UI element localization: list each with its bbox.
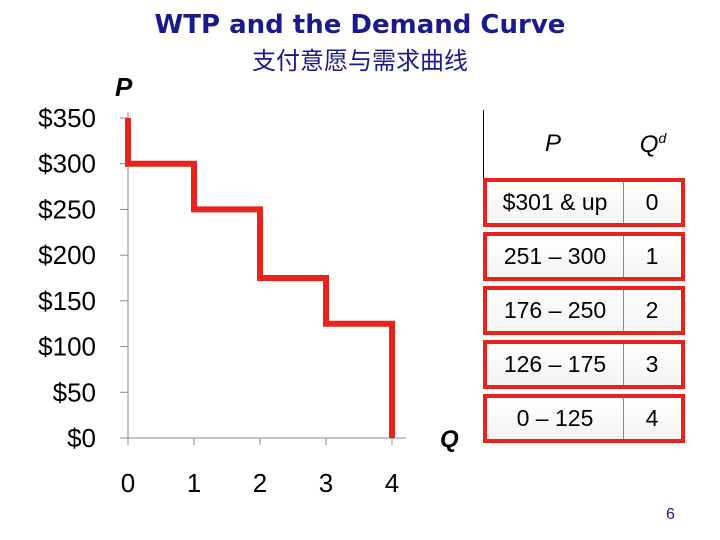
table-row: 126 – 175 3 — [483, 340, 685, 389]
row-price: 0 – 125 — [516, 405, 594, 431]
y-tick-label: $50 — [53, 377, 96, 407]
y-axis-label: P — [115, 72, 133, 102]
y-tick-label: $300 — [38, 149, 96, 179]
x-ticks: 0 1 2 3 4 — [121, 438, 399, 498]
chart-title: WTP and the Demand Curve — [154, 10, 566, 40]
y-tick-label: $200 — [38, 240, 96, 270]
row-divider — [623, 182, 624, 223]
row-price: 251 – 300 — [503, 243, 607, 269]
header-q-superscript: d — [658, 130, 667, 146]
y-ticks: $0 $50 $100 $150 $200 $250 $300 $350 — [38, 103, 128, 453]
row-quantity: 0 — [645, 189, 659, 215]
table-row: $301 & up 0 — [483, 178, 685, 227]
row-divider — [623, 236, 624, 277]
y-tick-label: $350 — [38, 103, 96, 133]
x-tick-label: 2 — [253, 468, 267, 498]
row-quantity: 4 — [645, 405, 659, 431]
x-tick-label: 0 — [121, 468, 135, 498]
row-quantity: 3 — [645, 351, 659, 377]
row-price: $301 & up — [502, 189, 608, 215]
x-tick-label: 3 — [319, 468, 333, 498]
row-price: 176 – 250 — [503, 297, 607, 323]
demand-curve — [125, 118, 395, 438]
table-divider — [483, 110, 484, 178]
y-tick-label: $250 — [38, 194, 96, 224]
header-quantity: Qd — [623, 130, 683, 159]
table-row: 251 – 300 1 — [483, 232, 685, 281]
row-divider — [623, 398, 624, 439]
x-tick-label: 4 — [385, 468, 399, 498]
y-tick-label: $150 — [38, 286, 96, 316]
row-price: 126 – 175 — [503, 351, 607, 377]
row-divider — [623, 344, 624, 385]
page-number: 6 — [666, 506, 675, 523]
table-header: P Qd — [483, 110, 685, 178]
y-tick-label: $100 — [38, 332, 96, 362]
y-tick-label: $0 — [67, 423, 96, 453]
row-quantity: 2 — [645, 297, 659, 323]
demand-schedule-table: P Qd $301 & up 0 251 – 300 1 176 – 250 2… — [483, 110, 685, 448]
row-divider — [623, 290, 624, 331]
x-axis-label: Q — [440, 426, 459, 453]
header-q-letter: Q — [639, 131, 659, 158]
chart-subtitle: 支付意愿与需求曲线 — [252, 47, 468, 75]
table-row: 176 – 250 2 — [483, 286, 685, 335]
x-tick-label: 1 — [187, 468, 201, 498]
header-price: P — [544, 130, 561, 157]
row-quantity: 1 — [645, 243, 659, 269]
table-row: 0 – 125 4 — [483, 394, 685, 443]
